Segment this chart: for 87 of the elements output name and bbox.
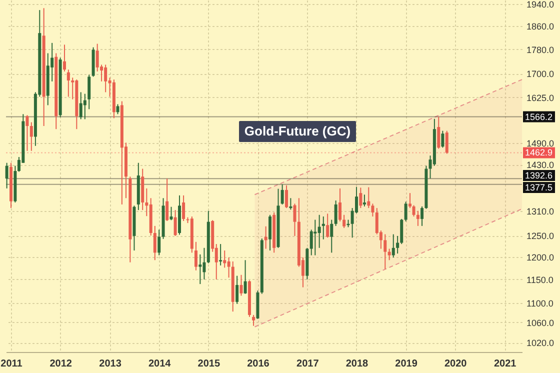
ref-line-label: 1377.5 xyxy=(525,182,553,193)
x-tick-label: 2012 xyxy=(50,358,72,370)
x-tick-label: 2021 xyxy=(494,358,517,370)
candlestick xyxy=(30,122,33,152)
candlestick xyxy=(408,192,412,209)
candlestick xyxy=(388,248,391,261)
x-tick-label: 2013 xyxy=(99,358,122,370)
y-tick-label: 1430.0 xyxy=(526,160,554,170)
candlestick xyxy=(404,201,408,222)
x-tick-label: 2011 xyxy=(0,358,23,370)
candlestick xyxy=(326,213,330,238)
candlestick xyxy=(367,186,370,209)
y-tick-label: 1625.0 xyxy=(526,92,554,103)
y-tick-label: 1020.0 xyxy=(526,338,554,348)
candlestick xyxy=(362,194,366,207)
candlestick xyxy=(293,203,296,236)
candlestick xyxy=(223,250,226,268)
candlestick xyxy=(445,130,448,154)
candlestick xyxy=(116,104,120,115)
candlestick xyxy=(244,260,247,294)
y-tick-label: 1250.0 xyxy=(526,231,554,242)
x-tick-label: 2020 xyxy=(444,358,468,370)
x-tick-label: 2014 xyxy=(148,358,172,370)
y-tick-label: 1860.0 xyxy=(526,22,554,32)
x-tick-label: 2018 xyxy=(346,358,369,370)
candlestick xyxy=(166,178,169,222)
y-tick-label: 1310.0 xyxy=(526,206,554,216)
x-tick-label: 2017 xyxy=(296,358,320,370)
candlestick xyxy=(5,162,8,189)
x-tick-label: 2015 xyxy=(198,358,220,370)
candlestick xyxy=(26,114,29,152)
candlestick xyxy=(371,203,374,218)
candlestick xyxy=(240,274,243,296)
y-tick-label: 1150.0 xyxy=(526,274,554,285)
candlestick xyxy=(334,200,338,226)
y-tick-label: 1940.0 xyxy=(526,0,554,10)
candlestick xyxy=(441,130,444,148)
text: Gold-Future (GC) xyxy=(244,124,351,138)
ref-line-label: 1392.6 xyxy=(525,170,553,181)
candlestick xyxy=(174,210,177,236)
candlestick xyxy=(252,314,256,326)
candlestick xyxy=(412,204,416,218)
candlestick xyxy=(88,74,91,110)
y-tick-label: 1200.0 xyxy=(526,252,554,263)
candlestick xyxy=(396,235,400,254)
candlestick xyxy=(79,92,82,120)
candlestick xyxy=(158,229,161,256)
ref-line-label: 1566.2 xyxy=(525,112,553,122)
candlestick xyxy=(202,247,206,280)
candlestick xyxy=(322,216,325,240)
candlestick xyxy=(384,234,387,270)
x-tick-label: 2016 xyxy=(247,358,270,370)
candlestick xyxy=(284,184,288,209)
y-tick-label: 1490.0 xyxy=(526,138,554,149)
candlestick xyxy=(104,64,108,93)
candlestick xyxy=(153,225,156,261)
candlestick xyxy=(359,187,362,209)
candlestick xyxy=(280,184,284,205)
candlestick xyxy=(437,116,440,150)
candlestick xyxy=(318,214,321,248)
candlestick xyxy=(289,198,292,210)
candlestick xyxy=(182,194,186,222)
candlestick xyxy=(219,244,222,266)
candlestick xyxy=(66,69,70,98)
candlestick xyxy=(314,219,317,256)
candlestick xyxy=(342,214,346,229)
candlestick xyxy=(198,254,202,285)
x-tick-label: 2019 xyxy=(395,358,418,370)
candlestick xyxy=(63,44,66,72)
candlestick xyxy=(416,210,420,226)
candlestick xyxy=(392,234,395,258)
candlestick xyxy=(194,241,198,271)
y-tick-label: 1100.0 xyxy=(526,298,554,308)
candlestick xyxy=(236,275,239,304)
y-tick-label: 1700.0 xyxy=(526,69,554,80)
candlestick xyxy=(96,43,99,72)
candlestick xyxy=(400,218,404,245)
candlestick xyxy=(83,93,86,120)
candlestick xyxy=(170,206,173,221)
y-tick-label: 1780.0 xyxy=(526,44,554,55)
candlestick xyxy=(338,188,342,222)
y-tick-label: 1060.0 xyxy=(526,318,554,328)
candlestick xyxy=(227,256,230,278)
candlestick xyxy=(420,206,424,226)
ref-line-label: 1462.9 xyxy=(525,148,553,158)
candlestick xyxy=(268,214,272,251)
candlestick xyxy=(330,219,334,254)
